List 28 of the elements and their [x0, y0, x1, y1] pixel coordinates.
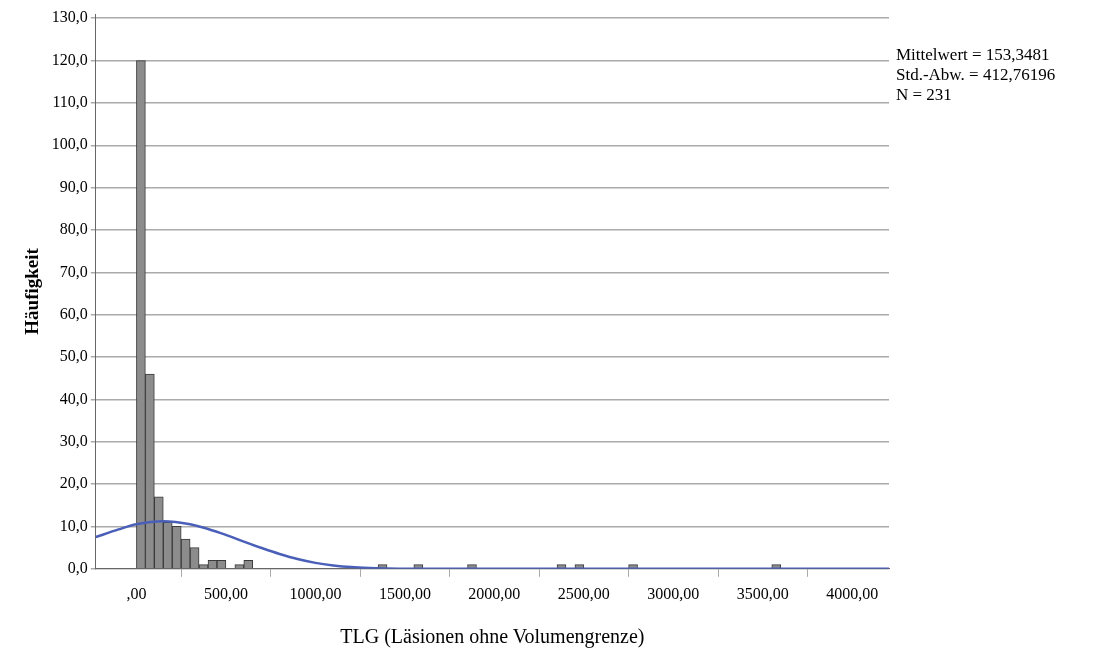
y-tick-label: 0,0	[67, 559, 88, 576]
x-tick-label: 1500,00	[378, 584, 431, 602]
text: N = 231	[896, 85, 953, 105]
x-tick-label: 2000,00	[468, 584, 521, 602]
y-tick-label: 60,0	[59, 304, 88, 322]
x-tick-label: 1000,00	[289, 584, 342, 602]
y-axis-title: Häufigkeit	[21, 247, 43, 335]
y-tick-label: 30,0	[59, 431, 88, 449]
text: Mittelwert = 153,3481	[896, 45, 1051, 65]
y-tick-label: 80,0	[59, 220, 88, 238]
x-tick-label: ,00	[126, 584, 147, 602]
x-tick-label: 3500,00	[736, 584, 789, 602]
y-tick-label: 40,0	[59, 389, 88, 407]
x-tick-label: 2500,00	[557, 584, 610, 602]
y-tick-label: 90,0	[59, 177, 88, 195]
x-tick-label: 3000,00	[647, 584, 700, 602]
text: Std.-Abw. = 412,76196	[896, 65, 1056, 85]
y-tick-label: 20,0	[59, 474, 88, 492]
y-tick-label: 100,0	[51, 135, 88, 153]
y-tick-label: 120,0	[51, 50, 88, 68]
x-tick-label: 500,00	[203, 584, 248, 602]
y-tick-label: 70,0	[59, 262, 88, 280]
y-tick-label: 50,0	[59, 347, 88, 365]
x-tick-label: 4000,00	[826, 584, 879, 602]
x-axis-title: TLG (Läsionen ohne Volumengrenze)	[340, 625, 645, 649]
y-tick-label: 130,0	[51, 8, 88, 26]
y-tick-label: 110,0	[52, 93, 88, 111]
y-tick-label: 10,0	[59, 516, 88, 534]
